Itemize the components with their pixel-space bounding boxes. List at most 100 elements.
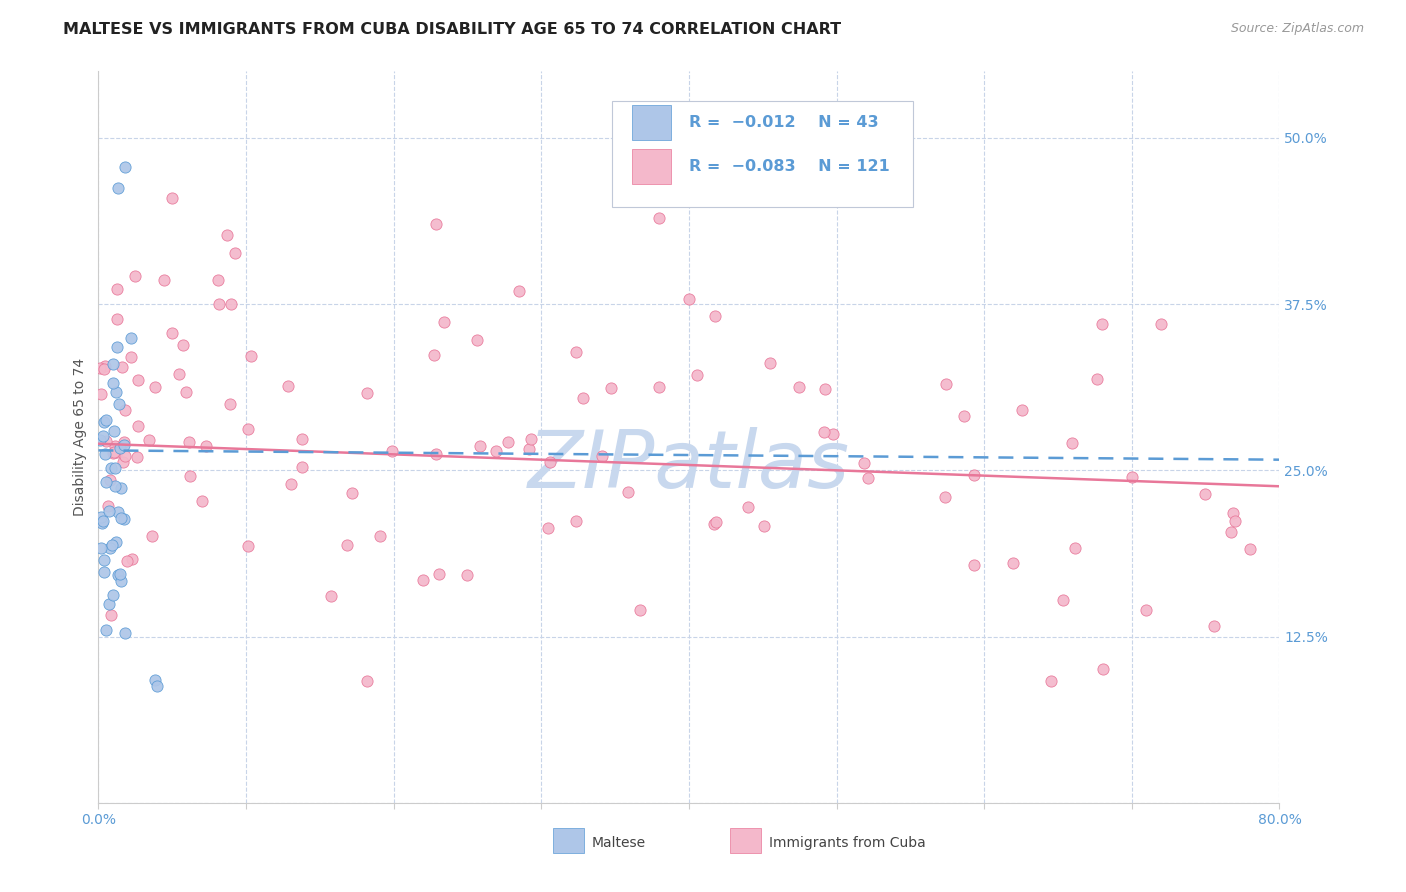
Point xyxy=(1039,673,1062,688)
Point xyxy=(1092,662,1115,676)
Point xyxy=(120,331,142,345)
Point xyxy=(191,494,214,508)
Point xyxy=(432,315,454,329)
Point xyxy=(112,438,135,452)
Point xyxy=(856,471,879,485)
Point xyxy=(953,409,976,423)
Point xyxy=(208,297,231,311)
Point xyxy=(103,424,125,438)
Point xyxy=(162,326,184,340)
Point xyxy=(179,435,201,450)
FancyBboxPatch shape xyxy=(633,149,671,184)
Point xyxy=(600,381,623,395)
Point xyxy=(468,439,491,453)
Point xyxy=(1239,541,1261,556)
Point xyxy=(124,268,146,283)
Point xyxy=(120,350,142,364)
Point xyxy=(935,376,957,391)
Text: R =  −0.083    N = 121: R = −0.083 N = 121 xyxy=(689,159,890,174)
Point xyxy=(934,490,956,504)
Point xyxy=(90,541,112,556)
Point xyxy=(465,333,488,347)
Point xyxy=(93,553,115,567)
Point xyxy=(110,442,132,456)
Point xyxy=(427,567,450,582)
Point xyxy=(143,380,166,394)
Point xyxy=(616,485,638,500)
Point xyxy=(91,429,114,443)
Point xyxy=(111,455,134,469)
Point xyxy=(591,450,613,464)
Point xyxy=(104,461,127,475)
Point xyxy=(114,625,136,640)
Point xyxy=(89,434,111,448)
Point xyxy=(217,227,239,242)
Point xyxy=(105,445,128,459)
Text: Maltese: Maltese xyxy=(592,836,647,850)
Point xyxy=(498,435,520,450)
Point xyxy=(1121,470,1143,484)
Point xyxy=(103,376,125,390)
Point xyxy=(423,348,446,362)
Point xyxy=(1060,436,1083,450)
Point xyxy=(380,444,402,458)
Point xyxy=(704,309,727,323)
Point xyxy=(121,551,143,566)
Point xyxy=(114,403,136,417)
Point xyxy=(508,284,530,298)
FancyBboxPatch shape xyxy=(730,829,761,853)
Point xyxy=(291,459,314,474)
Point xyxy=(648,211,671,225)
Point xyxy=(1219,524,1241,539)
Point xyxy=(356,673,378,688)
Point xyxy=(221,297,243,311)
Point xyxy=(97,597,120,611)
Point xyxy=(319,589,342,603)
Text: ZIPatlas: ZIPatlas xyxy=(527,427,851,506)
Point xyxy=(172,338,194,352)
Point xyxy=(114,450,136,464)
Point xyxy=(141,529,163,543)
Point xyxy=(207,273,229,287)
Point xyxy=(97,500,120,514)
Point xyxy=(90,387,112,401)
Point xyxy=(1223,514,1246,528)
Point xyxy=(112,512,135,526)
Point xyxy=(1011,402,1033,417)
Point xyxy=(704,516,727,530)
FancyBboxPatch shape xyxy=(612,101,914,207)
Text: MALTESE VS IMMIGRANTS FROM CUBA DISABILITY AGE 65 TO 74 CORRELATION CHART: MALTESE VS IMMIGRANTS FROM CUBA DISABILI… xyxy=(63,22,841,37)
Text: R =  −0.012    N = 43: R = −0.012 N = 43 xyxy=(689,115,879,130)
Point xyxy=(565,514,588,528)
Point xyxy=(425,218,447,232)
Point xyxy=(224,246,246,260)
Point xyxy=(90,516,112,530)
Point xyxy=(94,447,117,461)
Point xyxy=(238,422,260,436)
Point xyxy=(194,439,217,453)
Point xyxy=(90,509,112,524)
Point xyxy=(565,345,588,359)
Point xyxy=(100,607,122,622)
Text: Immigrants from Cuba: Immigrants from Cuba xyxy=(769,836,927,850)
Point xyxy=(146,679,169,693)
Point xyxy=(93,359,115,373)
Point xyxy=(103,588,125,602)
Point xyxy=(94,413,117,427)
Point xyxy=(127,450,149,464)
Point xyxy=(104,439,127,453)
Point xyxy=(703,517,725,532)
Point xyxy=(93,415,115,429)
Point xyxy=(94,623,117,637)
Point xyxy=(678,292,700,306)
Point xyxy=(98,504,121,518)
Point xyxy=(1085,371,1108,385)
Point xyxy=(456,568,478,582)
Point xyxy=(412,573,434,587)
Point xyxy=(821,427,844,442)
Point xyxy=(96,434,118,449)
Point xyxy=(537,521,560,535)
Point xyxy=(759,356,782,370)
Point xyxy=(752,518,775,533)
Point xyxy=(1222,506,1244,520)
